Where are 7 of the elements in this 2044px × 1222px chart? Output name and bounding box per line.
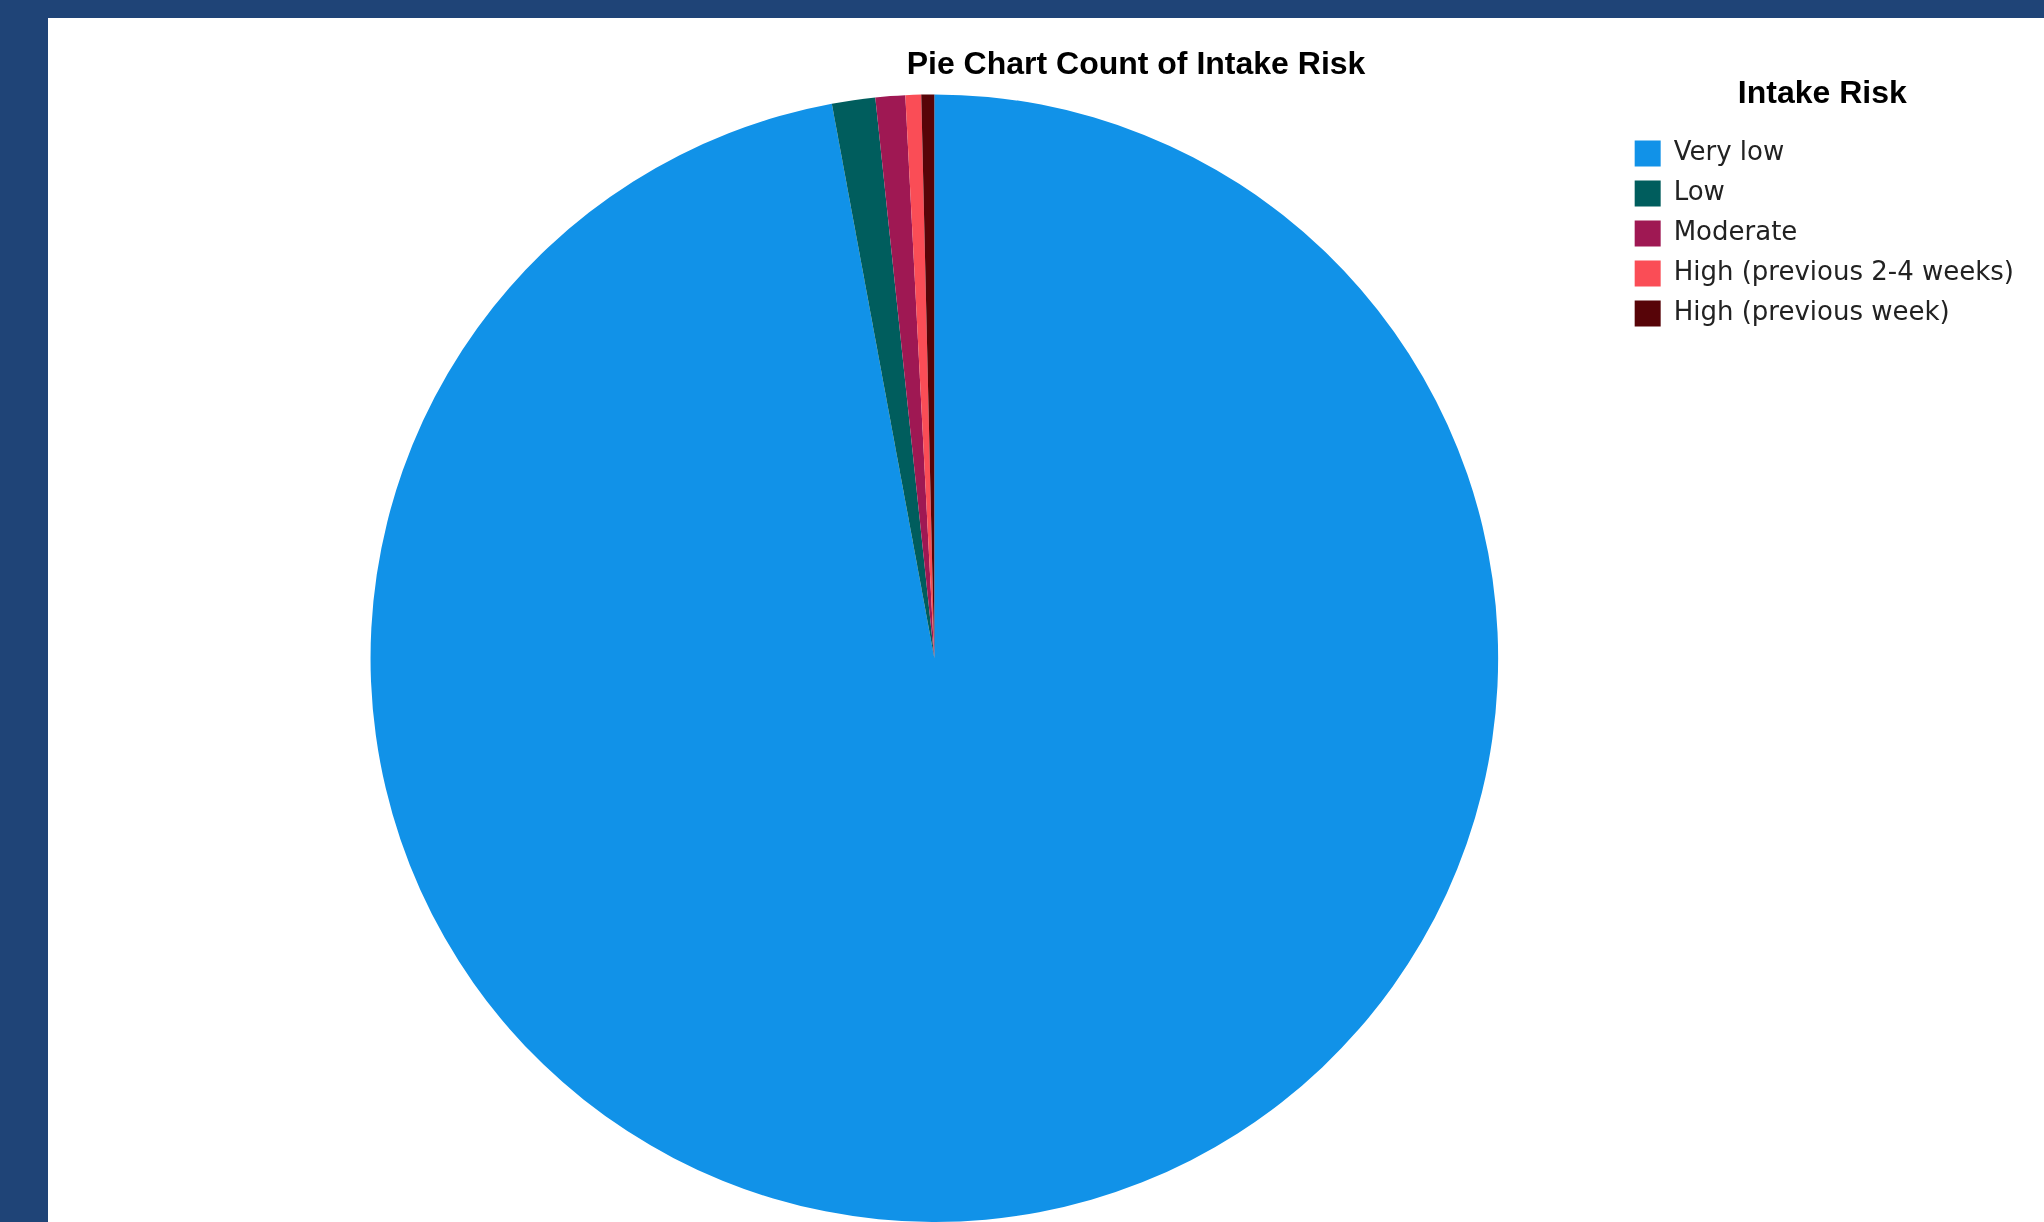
legend-label: Low xyxy=(1673,176,1725,207)
legend-label: High (previous week) xyxy=(1673,296,1950,327)
legend-label: High (previous 2-4 weeks) xyxy=(1673,256,2014,287)
legend-title: Intake Risk xyxy=(1737,73,1908,110)
chart-title: Pie Chart Count of Intake Risk xyxy=(906,45,1366,82)
legend-label: Moderate xyxy=(1673,216,1798,247)
legend-label: Very low xyxy=(1673,136,1785,167)
